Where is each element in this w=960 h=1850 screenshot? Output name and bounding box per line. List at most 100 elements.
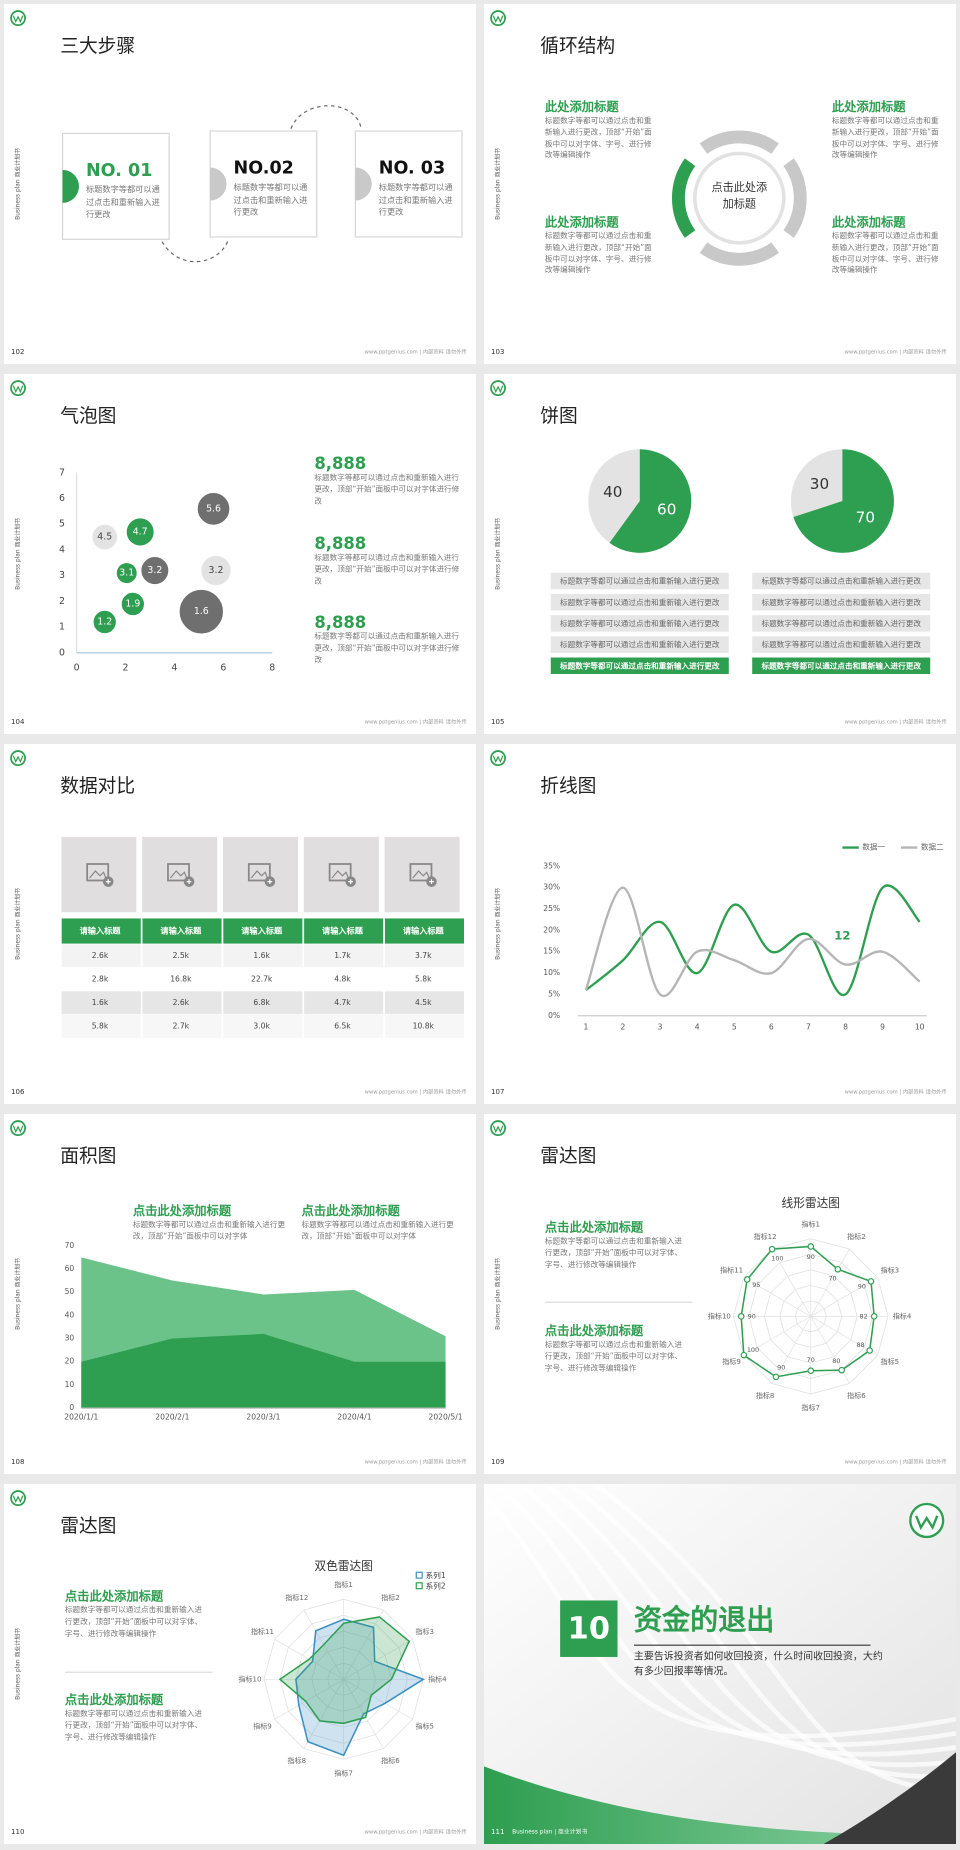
radar-spoke xyxy=(343,1678,413,1720)
image-icon-mountain xyxy=(169,870,188,879)
list-text: 标题数字等都可以通过点击和重新输入进行更改 xyxy=(762,618,922,628)
radar-axis-label: 指标9 xyxy=(253,1721,272,1730)
pie-slice xyxy=(588,449,640,543)
cycle-arrow xyxy=(783,158,807,238)
table-cell xyxy=(141,1014,223,1039)
bubble xyxy=(200,554,232,587)
page-number: 108 xyxy=(11,1457,24,1466)
block-title: 此处添加标题 xyxy=(832,99,906,114)
block-title: 点击此处添加标题 xyxy=(133,1203,232,1218)
chart-title: 线形雷达图 xyxy=(782,1196,840,1210)
y-tick-label: 10% xyxy=(543,968,560,977)
table-header: 请输入标题 xyxy=(80,926,122,936)
x-tick-label: 2020/2/1 xyxy=(155,1413,189,1422)
data-label: 5.6 xyxy=(206,503,221,514)
legend-label: 数据一 xyxy=(862,842,885,852)
logo-mark xyxy=(12,1125,24,1134)
section-number-box xyxy=(560,1600,618,1657)
block-text-box: 标题数字等都可以通过点击和重新输入进行更改，顶部“开始”面板中可以对字体、字号、… xyxy=(65,1605,202,1637)
side-label: Business plan 商业计划书 xyxy=(14,888,22,960)
block-title: 此处添加标题 xyxy=(545,214,619,229)
step-marker xyxy=(62,169,79,203)
slide-canvas: 数据对比 Business plan 商业计划书 106 www.pptgenius.… xyxy=(4,744,476,1104)
data-label: 82 xyxy=(860,1312,868,1320)
side-label: Business plan 商业计划书 xyxy=(14,518,22,590)
x-tick-label: 1 xyxy=(583,1023,588,1032)
y-tick-label: 2 xyxy=(59,596,65,607)
image-icon xyxy=(86,863,110,882)
table-value: 2.8k xyxy=(92,974,109,983)
legend-label: 数据二 xyxy=(921,842,944,852)
radar-axis-label: 指标12 xyxy=(285,1593,308,1602)
radar-point xyxy=(838,1366,845,1374)
data-label: 30 xyxy=(810,475,829,493)
slide-canvas: 循环结构 Business plan 商业计划书 103 www.pptgenius.… xyxy=(484,4,956,364)
x-tick-label: 2020/3/1 xyxy=(246,1413,280,1422)
image-icon-plus-sign xyxy=(105,879,111,884)
table-value: 2.6k xyxy=(173,998,190,1007)
slide-background xyxy=(484,374,956,734)
table-value: 2.5k xyxy=(173,951,190,960)
footer: www.pptgenius.com | 内部资料 请勿外传 xyxy=(365,348,468,356)
slide-title: 气泡图 xyxy=(60,405,116,427)
block-text-box: 标题数字等都可以通过点击和重新输入进行更改，顶部“开始”面板中可以对字体 xyxy=(301,1220,453,1241)
list-row xyxy=(550,594,729,611)
slide-canvas: 饼图 Business plan 商业计划书 105 www.pptgenius.co… xyxy=(484,374,956,734)
x-tick-label: 8 xyxy=(269,663,275,674)
list-text: 标题数字等都可以通过点击和重新输入进行更改 xyxy=(560,639,720,649)
radar-spoke xyxy=(303,1679,344,1749)
data-label: 1.2 xyxy=(97,616,112,627)
image-icon-plus-sign xyxy=(429,879,434,884)
y-tick-label: 50 xyxy=(65,1287,75,1296)
radar-axis-label: 指标1 xyxy=(802,1220,821,1229)
legend-label: 系列1 xyxy=(426,1570,446,1580)
radar-axis-label: 指标5 xyxy=(881,1357,900,1366)
image-icon xyxy=(247,863,271,882)
dark-corner xyxy=(823,1752,956,1844)
bubble xyxy=(196,491,231,526)
x-tick-label: 0 xyxy=(74,663,80,674)
block-text: 标题数字等都可以通过点击和重新输入进行更改，顶部“开始”面板中可以对字体、字号、… xyxy=(831,115,939,160)
table-header-cell xyxy=(141,917,223,945)
table-cell xyxy=(61,1014,142,1039)
radar-axis-label: 指标5 xyxy=(416,1721,435,1730)
page-number: 111 xyxy=(491,1827,504,1836)
block-text: 标题数字等都可以通过点击和重新输入进行更改，顶部“开始”面板中可以对字体、字号、… xyxy=(831,231,939,275)
x-tick-label: 4 xyxy=(695,1023,700,1032)
table-value: 3.0k xyxy=(253,1021,270,1030)
data-label: 70 xyxy=(856,508,875,526)
connector xyxy=(290,105,362,129)
data-label: 90 xyxy=(858,1283,866,1291)
y-tick-label: 60 xyxy=(65,1264,75,1273)
list-row xyxy=(752,594,931,611)
x-tick-label: 4 xyxy=(171,663,177,674)
x-tick-label: 2020/5/1 xyxy=(428,1413,462,1422)
data-label: 3.2 xyxy=(147,565,162,576)
table-header: 请输入标题 xyxy=(403,926,445,936)
logo-mark xyxy=(915,1515,939,1531)
radar-axis-label: 指标2 xyxy=(381,1593,400,1602)
slide: 折线图 Business plan 商业计划书 107 www.pptgenius.c… xyxy=(484,744,956,1104)
slide: 10 资金的退出 主要告诉投资者如何收回投资，什么时间收回投资，大约有多少回报率等情… xyxy=(484,1484,956,1844)
data-label: 100 xyxy=(747,1346,759,1354)
list-text: 标题数字等都可以通过点击和重新输入进行更改 xyxy=(762,576,922,586)
slide-title: 面积图 xyxy=(60,1145,116,1167)
list-row xyxy=(550,615,729,632)
slide-background xyxy=(4,374,476,734)
radar-spoke xyxy=(810,1316,878,1356)
data-label: 4.7 xyxy=(133,526,148,537)
line-series xyxy=(585,884,921,997)
slide-title: 循环结构 xyxy=(540,35,615,57)
radar-axis-label: 指标9 xyxy=(722,1357,741,1366)
block-text-box: 标题数字等都可以通过点击和重新输入进行更改，顶部“开始”面板中可以对字体 xyxy=(133,1220,285,1241)
data-label: 88 xyxy=(856,1341,864,1349)
data-label: 90 xyxy=(777,1364,785,1372)
stat-text-box: 标题数字等都可以通过点击和重新输入进行更改，顶部“开始”面板中可以对字体进行修改 xyxy=(314,473,459,505)
table-value: 5.8k xyxy=(92,1021,109,1030)
slide: 雷达图 Business plan 商业计划书 109 www.pptgenius.c… xyxy=(484,1114,956,1474)
list-text: 标题数字等都可以通过点击和重新输入进行更改 xyxy=(761,660,922,670)
list-text: 标题数字等都可以通过点击和重新输入进行更改 xyxy=(762,597,922,607)
block-text: 标题数字等都可以通过点击和重新输入进行更改，顶部“开始”面板中可以对字体、字号、… xyxy=(544,1236,683,1269)
table-value: 10.8k xyxy=(413,1021,435,1030)
radar-point xyxy=(867,1278,875,1285)
